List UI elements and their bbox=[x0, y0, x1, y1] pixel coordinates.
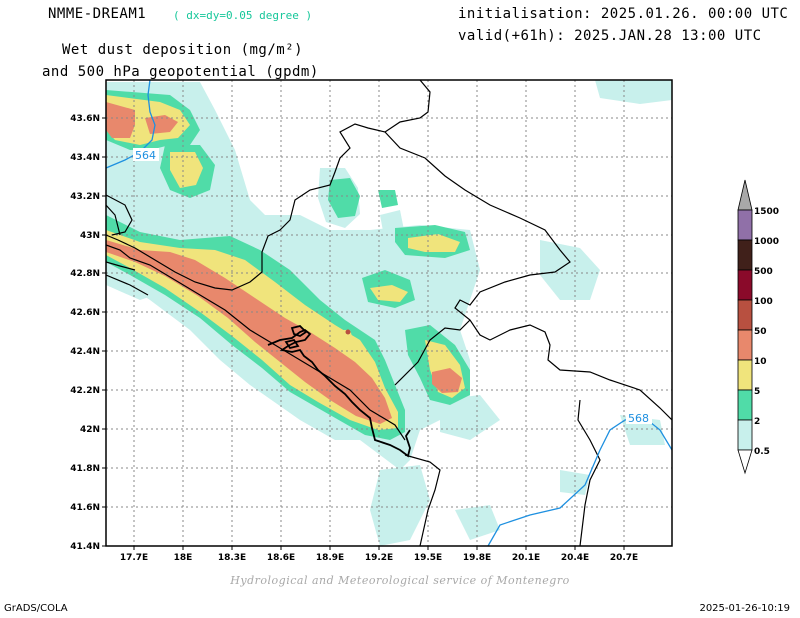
contour-label-568: 568 bbox=[626, 411, 652, 425]
lat-label: 42.6N bbox=[70, 308, 100, 318]
map-title-line2: and 500 hPa geopotential (gpdm) bbox=[42, 64, 319, 80]
lon-label: 20.1E bbox=[512, 553, 540, 563]
lon-label: 20.4E bbox=[561, 553, 589, 563]
legend-label: 500 bbox=[754, 267, 773, 277]
credit-line: Hydrological and Meteorological service … bbox=[230, 574, 570, 587]
lat-label: 41.6N bbox=[70, 503, 100, 513]
lon-label: 18.6E bbox=[267, 553, 295, 563]
lon-label: 18.9E bbox=[316, 553, 344, 563]
legend-swatch-1000 bbox=[737, 209, 753, 241]
legend-label: 2 bbox=[754, 417, 760, 427]
level-10-areas bbox=[106, 102, 462, 424]
lat-label: 43.4N bbox=[70, 153, 100, 163]
country-borders bbox=[106, 80, 672, 546]
deposition-shading bbox=[106, 80, 672, 546]
lat-label: 41.4N bbox=[70, 542, 100, 552]
legend-label: 5 bbox=[754, 387, 760, 397]
legend-label: 1500 bbox=[754, 207, 779, 217]
generation-timestamp: 2025-01-26-10:19 bbox=[699, 603, 790, 614]
legend-label: 50 bbox=[754, 327, 767, 337]
lat-label: 43.6N bbox=[70, 114, 100, 124]
lat-label: 43N bbox=[80, 231, 100, 241]
lon-label: 18.3E bbox=[218, 553, 246, 563]
lat-label: 42.4N bbox=[70, 347, 100, 357]
montenegro-coastline bbox=[267, 325, 411, 458]
lat-label: 41.8N bbox=[70, 464, 100, 474]
legend-swatch-100 bbox=[737, 269, 753, 301]
lon-label: 19.8E bbox=[463, 553, 491, 563]
lon-label: 20.7E bbox=[610, 553, 638, 563]
axis-ticks bbox=[102, 117, 625, 550]
legend-swatch-0_5 bbox=[737, 419, 753, 451]
svg-text:564: 564 bbox=[135, 149, 156, 162]
valid-time: valid(+61h): 2025.JAN.28 13:00 UTC bbox=[458, 28, 762, 44]
longitude-labels: 17.7E 18E 18.3E 18.6E 18.9E 19.2E 19.5E … bbox=[120, 553, 638, 563]
lon-label: 19.5E bbox=[414, 553, 442, 563]
map-frame bbox=[105, 79, 673, 547]
legend-label: 1000 bbox=[754, 237, 779, 247]
lat-label: 42N bbox=[80, 425, 100, 435]
legend-swatch-50 bbox=[737, 299, 753, 331]
latitude-labels: 43.6N 43.4N 43.2N 43N 42.8N 42.6N 42.4N … bbox=[70, 114, 100, 552]
model-name: NMME-DREAM1 bbox=[48, 6, 147, 22]
lat-label: 43.2N bbox=[70, 192, 100, 202]
legend-swatch-500 bbox=[737, 239, 753, 271]
legend-label: 100 bbox=[754, 297, 773, 307]
lon-label: 19.2E bbox=[365, 553, 393, 563]
model-resolution: ( dx=dy=0.05 degree ) bbox=[173, 9, 313, 22]
legend-swatch-10 bbox=[737, 329, 753, 361]
lat-label: 42.2N bbox=[70, 386, 100, 396]
lon-label: 18E bbox=[174, 553, 193, 563]
legend-swatch-1500 bbox=[737, 179, 753, 211]
legend-label: 0.5 bbox=[754, 447, 770, 457]
lon-label: 17.7E bbox=[120, 553, 148, 563]
map-grid bbox=[106, 80, 672, 546]
software-label: GrADS/COLA bbox=[4, 603, 68, 614]
legend-label: 10 bbox=[754, 357, 767, 367]
map-title-line1: Wet dust deposition (mg/m²) bbox=[62, 42, 304, 58]
contour-label-564: 564 bbox=[133, 148, 159, 162]
legend-swatch-5 bbox=[737, 359, 753, 391]
legend-swatch-2 bbox=[737, 389, 753, 421]
level-50-spot bbox=[345, 329, 351, 335]
legend-bottom-arrow bbox=[737, 449, 753, 475]
color-legend: 1500 1000 500 100 50 10 5 2 0.5 bbox=[737, 179, 779, 475]
svg-text:568: 568 bbox=[628, 412, 649, 425]
lat-label: 42.8N bbox=[70, 269, 100, 279]
initialisation-time: initialisation: 2025.01.26. 00:00 UTC bbox=[458, 6, 789, 22]
